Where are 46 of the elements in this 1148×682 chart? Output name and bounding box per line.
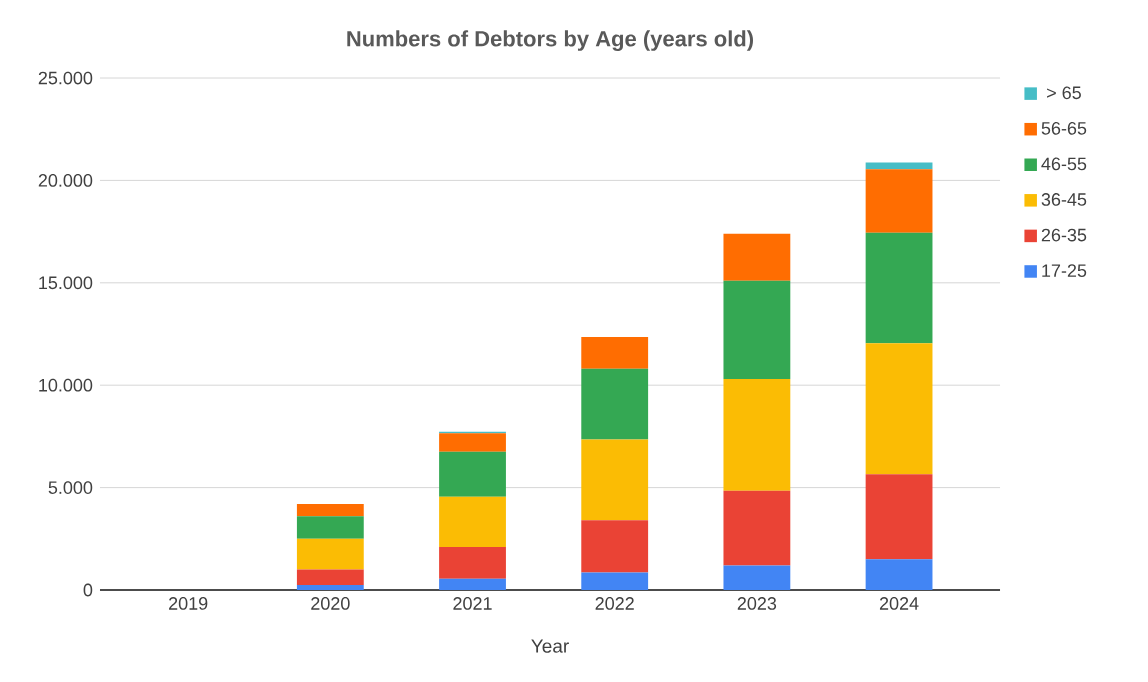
- bar: [581, 439, 649, 521]
- bar: [865, 474, 933, 560]
- legend-label: 46-55: [1041, 157, 1087, 171]
- legend-label: 36-45: [1041, 193, 1087, 206]
- legend-label: 26-35: [1041, 228, 1087, 242]
- y-tick-label: 0: [83, 583, 93, 597]
- bar: [865, 169, 933, 233]
- bar: [296, 584, 364, 590]
- x-tick-label: 2019: [169, 597, 208, 610]
- bar: [865, 559, 933, 590]
- bar: [865, 162, 933, 170]
- chart-title: Numbers of Debtors by Age (years old): [347, 30, 754, 51]
- bar: [723, 280, 791, 380]
- bar: [296, 516, 364, 539]
- bar: [296, 538, 364, 570]
- bar: [581, 520, 649, 573]
- bar: [865, 343, 933, 475]
- x-tick-label: 2020: [311, 597, 350, 610]
- y-tick-label: 25.000: [38, 71, 93, 85]
- legend-label: 56-65: [1041, 121, 1087, 135]
- y-tick-label: 15.000: [39, 276, 93, 290]
- x-tick-label: 2024: [879, 597, 919, 610]
- bar: [439, 433, 506, 452]
- bar: [439, 546, 506, 579]
- bar: [439, 496, 506, 547]
- bar: [439, 578, 506, 590]
- x-axis-title: Year: [531, 639, 569, 653]
- bar: [723, 490, 791, 566]
- y-tick-label: 20.000: [38, 174, 93, 187]
- bar: [581, 337, 649, 369]
- bar: [723, 379, 791, 491]
- legend-label: 17-25: [1042, 264, 1087, 278]
- bar: [865, 232, 933, 344]
- bar: [723, 565, 791, 590]
- y-tick-label: 5.000: [48, 481, 93, 494]
- bar: [581, 572, 649, 590]
- x-tick-label: 2022: [595, 597, 634, 610]
- x-tick-label: 2021: [453, 597, 492, 610]
- bar: [723, 233, 791, 281]
- bar: [581, 368, 649, 440]
- bar: [439, 451, 506, 497]
- bar: [296, 569, 364, 585]
- bar: [296, 503, 364, 517]
- y-tick-label: 10.000: [39, 378, 93, 392]
- legend-label: > 65: [1047, 86, 1081, 100]
- x-tick-label: 2023: [737, 597, 777, 610]
